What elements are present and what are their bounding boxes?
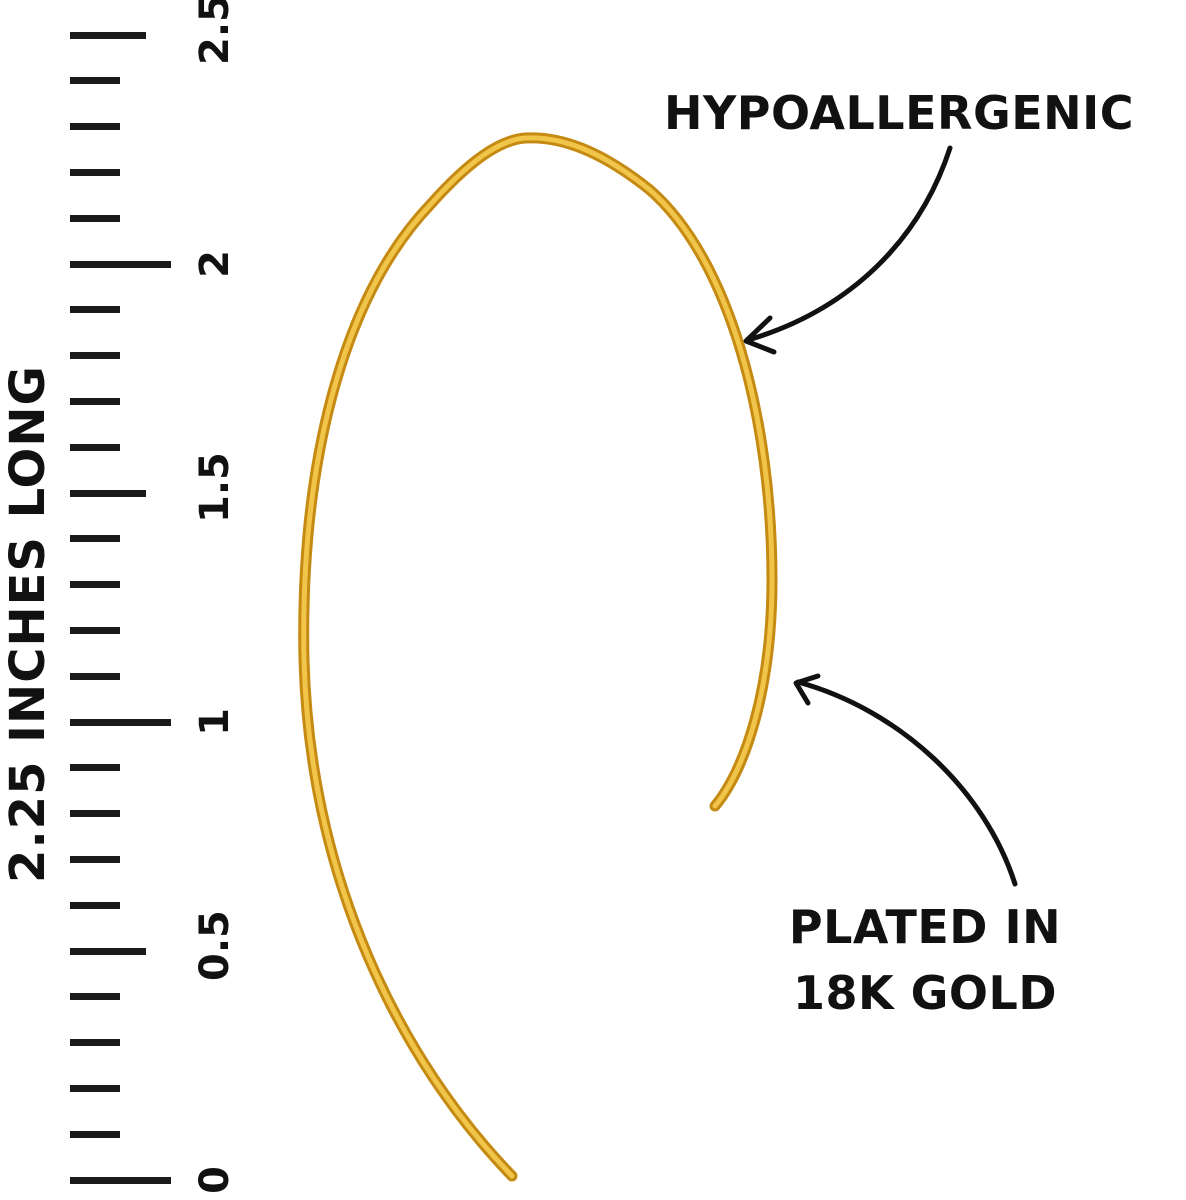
ruler-tick [70, 718, 171, 726]
ruler-tick [70, 123, 120, 131]
ruler-tick [70, 672, 120, 680]
ruler-tick [70, 1176, 171, 1184]
ruler-tick [70, 168, 120, 176]
ruler-tick [70, 581, 120, 589]
ruler-tick [70, 947, 146, 955]
plated-line-1: PLATED IN [788, 900, 1062, 954]
ruler-tick [70, 1084, 120, 1092]
ruler-tick [70, 855, 120, 863]
hypoallergenic-callout: HYPOALLERGENIC [664, 86, 1135, 140]
ruler-tick [70, 489, 146, 497]
arrow-hypoallergenic [743, 145, 953, 355]
ruler-tick [70, 764, 120, 772]
ruler-tick [70, 352, 120, 360]
ruler-tick [70, 626, 120, 634]
ruler-tick [70, 1130, 120, 1138]
ruler-tick [70, 443, 120, 451]
arrow-plated [793, 673, 1018, 887]
ruler-tick [70, 1039, 120, 1047]
ruler-tick [70, 306, 120, 314]
ruler-tick [70, 535, 120, 543]
ruler-tick [70, 77, 120, 85]
plated-callout: PLATED IN 18K GOLD [760, 894, 1090, 1026]
plated-line-2: 18K GOLD [792, 966, 1058, 1020]
ruler-tick [70, 214, 120, 222]
ruler-tick [70, 901, 120, 909]
earring-wire [298, 132, 778, 1182]
ruler-tick [70, 260, 171, 268]
ruler-tick [70, 397, 120, 405]
earring-highlight [301, 135, 775, 1179]
ruler-tick [70, 31, 146, 39]
ruler-tick [70, 993, 120, 1001]
ruler-tick [70, 810, 120, 818]
